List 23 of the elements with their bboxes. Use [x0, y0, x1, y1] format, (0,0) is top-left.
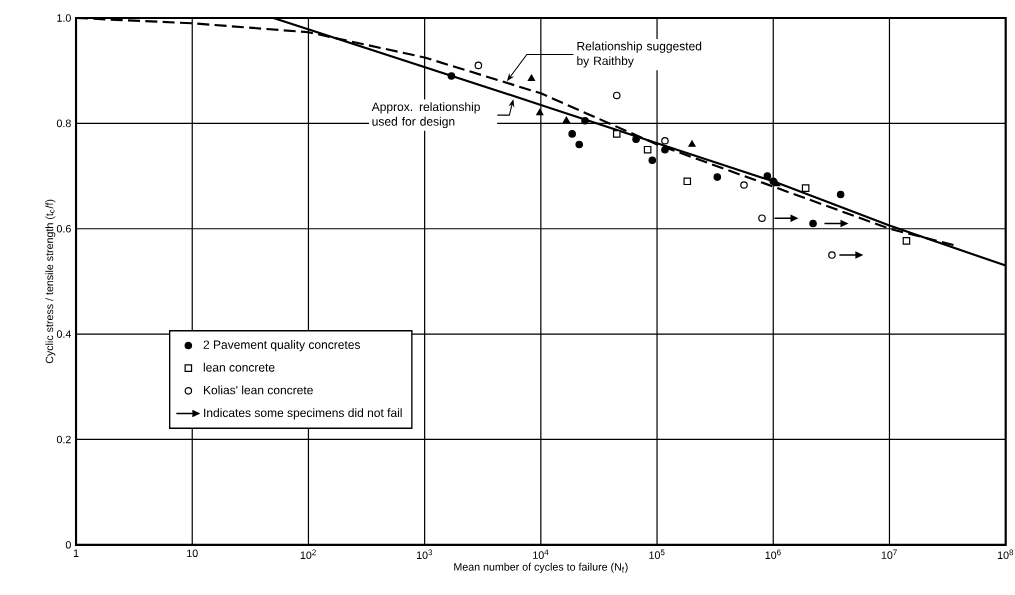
x-axis-title: Mean number of cycles to failure (N$_{f}$) [454, 562, 628, 573]
x-tick-label: 10$^{6}$ [765, 549, 781, 560]
x-tick-label: 10$^{5}$ [649, 549, 665, 559]
x-tick-label: 10$^{4}$ [533, 549, 549, 559]
annotation: Relationship suggested by Raithby [577, 41, 702, 68]
y-tick-label: 0.6 [56, 225, 71, 233]
x-tick-label: 10$^{7}$ [881, 549, 897, 559]
y-tick-label: 1.0 [57, 14, 71, 22]
x-tick-label: 10 [187, 549, 198, 558]
legend-label: Indicates some specimens did not fail [204, 408, 402, 420]
x-tick-label: 10$^{2}$ [300, 549, 316, 560]
x-tick-label: 10$^{3}$ [416, 549, 433, 560]
legend-label: lean concrete [203, 362, 275, 372]
y-tick-label: 0.4 [56, 330, 72, 338]
legend-label: 2 Pavement quality concretes [203, 340, 361, 352]
y-tick-label: 0 [65, 541, 71, 549]
legend-label: Kolias' lean concrete [204, 385, 313, 395]
y-tick-label: 0.8 [56, 119, 71, 128]
x-tick-label: 10$^{8}$ [997, 549, 1014, 560]
y-axis-title: Cyclic stress / tensile strength (t$_{c}$/f) [45, 199, 56, 364]
x-tick-label: 1 [73, 549, 79, 557]
annotation: Approx. relationship used for design [371, 102, 480, 129]
y-tick-label: 0.2 [56, 435, 71, 444]
